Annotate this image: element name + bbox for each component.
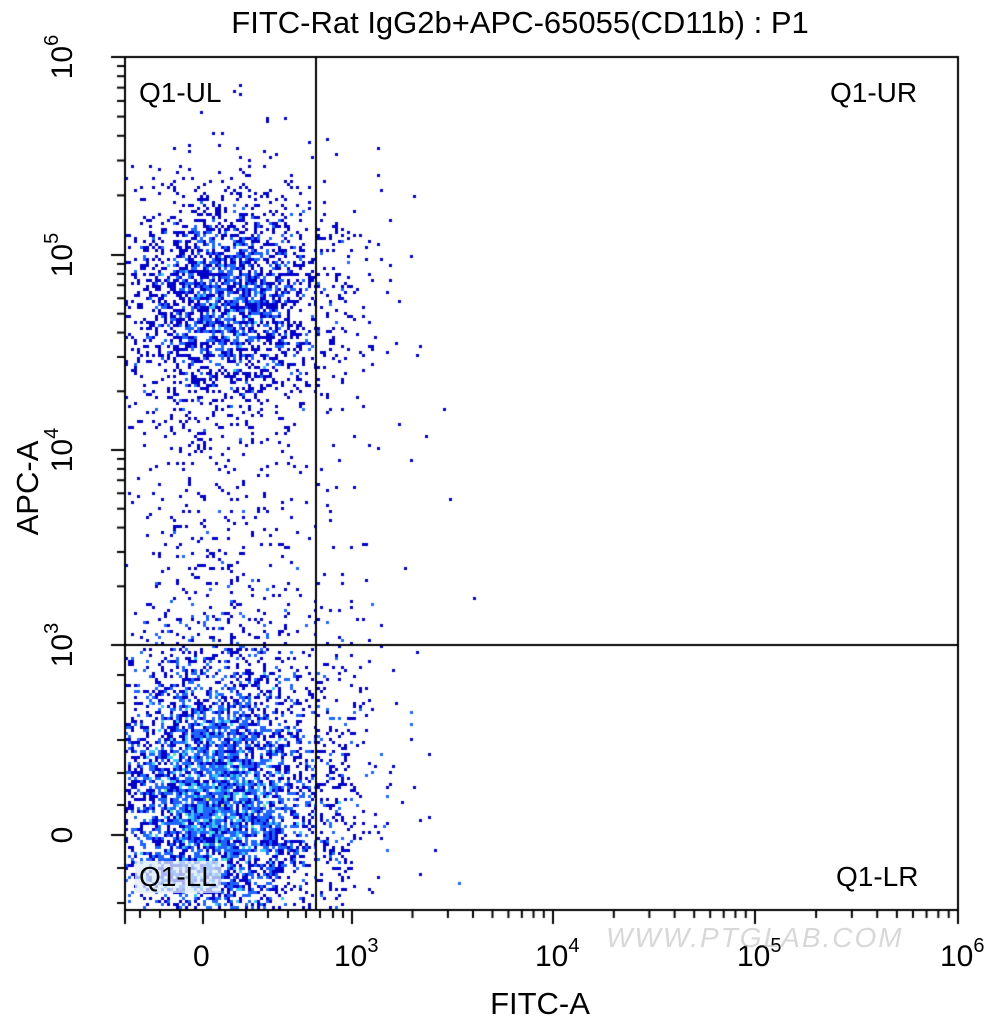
y-tick-label: 104 [41, 427, 79, 473]
x-tick-label: 103 [334, 935, 379, 973]
x-axis-label: FITC-A [490, 986, 590, 1021]
quadrant-label-ur: Q1-UR [830, 77, 918, 108]
y-tick-label: 105 [41, 232, 79, 278]
y-tick-label: 103 [41, 622, 79, 668]
x-tick-label: 0 [193, 940, 210, 973]
quadrant-label-ul: Q1-UL [139, 77, 222, 108]
y-tick-label: 106 [41, 34, 79, 80]
x-tick-label: 105 [737, 935, 782, 973]
x-tick-label: 106 [940, 935, 985, 973]
quadrant-label-lr: Q1-LR [836, 861, 919, 892]
y-tick-label: 0 [46, 826, 79, 844]
quadrant-label-ll: Q1-LL [135, 861, 221, 893]
watermark: WWW.PTGLAB.COM [606, 922, 904, 953]
x-tick-label: 104 [535, 935, 580, 973]
y-axis-label: APC-A [10, 440, 45, 536]
